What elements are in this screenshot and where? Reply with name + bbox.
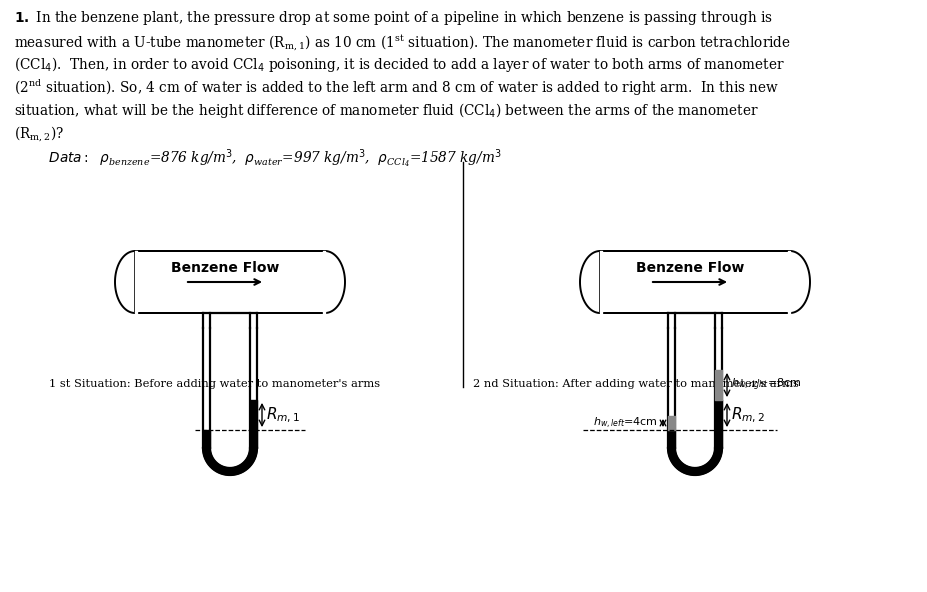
Text: $h_{w,right}$=8cm: $h_{w,right}$=8cm: [731, 377, 802, 393]
Polygon shape: [668, 448, 722, 475]
Text: $\it{Data:}$  $\rho_{\mathregular{benzene}}$=876 kg/m$^3$,  $\rho_{\mathregular{: $\it{Data:}$ $\rho_{\mathregular{benzene…: [14, 147, 502, 170]
Text: (CCl$_4$).  Then, in order to avoid CCl$_4$ poisoning, it is decided to add a la: (CCl$_4$). Then, in order to avoid CCl$_…: [14, 55, 784, 74]
Text: Benzene Flow: Benzene Flow: [171, 261, 279, 275]
Polygon shape: [203, 448, 257, 475]
Text: 2 nd Situation: After adding water to manometer's arms: 2 nd Situation: After adding water to ma…: [473, 379, 799, 389]
Text: $h_{w,left}$=4cm: $h_{w,left}$=4cm: [593, 416, 658, 430]
Text: (R$_{\mathregular{m,2}}$)?: (R$_{\mathregular{m,2}}$)?: [14, 124, 64, 144]
Text: $\mathbf{1.}$ In the benzene plant, the pressure drop at some point of a pipelin: $\mathbf{1.}$ In the benzene plant, the …: [14, 9, 773, 27]
Text: $R_{m,1}$: $R_{m,1}$: [266, 406, 300, 424]
Text: $R_{m,2}$: $R_{m,2}$: [731, 406, 765, 424]
Text: 1 st Situation: Before adding water to manometer's arms: 1 st Situation: Before adding water to m…: [49, 379, 381, 389]
Text: Benzene Flow: Benzene Flow: [636, 261, 744, 275]
Bar: [135, 251, 325, 313]
Text: situation, what will be the height difference of manometer fluid (CCl$_4$) betwe: situation, what will be the height diffe…: [14, 101, 759, 120]
Bar: [600, 251, 790, 313]
Text: measured with a U-tube manometer (R$_{\mathregular{m,1}}$) as 10 cm (1$^{\mathre: measured with a U-tube manometer (R$_{\m…: [14, 32, 791, 53]
Text: (2$^{\mathregular{nd}}$ situation). So, 4 cm of water is added to the left arm a: (2$^{\mathregular{nd}}$ situation). So, …: [14, 78, 779, 98]
